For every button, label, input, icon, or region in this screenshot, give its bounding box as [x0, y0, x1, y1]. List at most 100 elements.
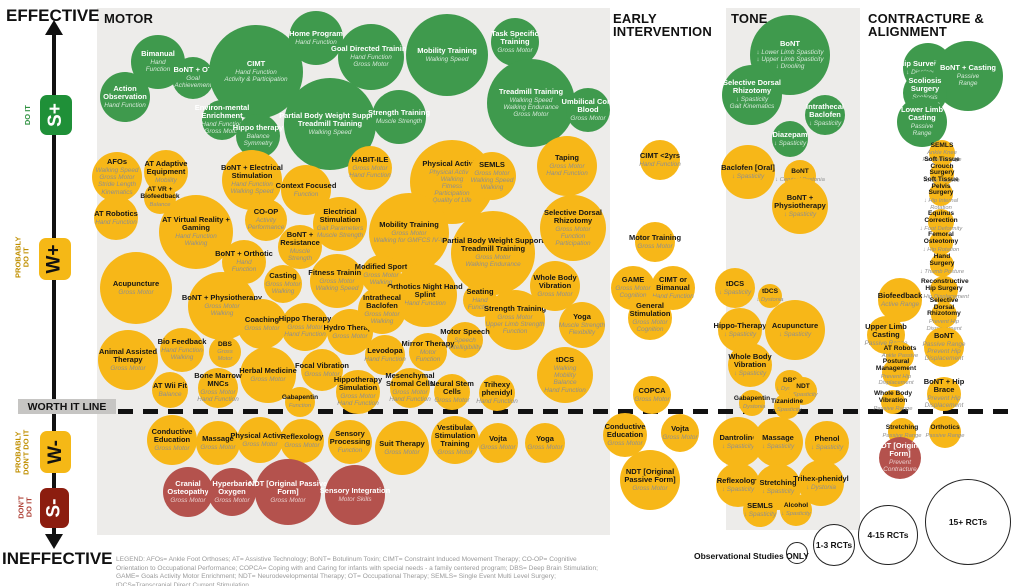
zone-label-text: DON'T DO IT [16, 495, 34, 519]
bubble-label: Physical Activity [422, 158, 482, 168]
bubble: Intrathecal Baclofen ↓ Spasticity [805, 95, 845, 135]
bubble-label: Scoliosis Surgery [908, 76, 942, 94]
bubble-label: Herbal Medicine [239, 365, 297, 375]
bubble-label: Intrathecal Baclofen [363, 293, 401, 311]
bubble-outcomes: Gross Motor [170, 496, 206, 504]
bubble-outcomes: ↓ Spasticity [772, 406, 802, 413]
bubble-label: Context Focused [275, 180, 337, 190]
bubble-label: Reflexology [280, 431, 324, 441]
bubble: Motor Training Gross Motor [629, 222, 681, 262]
bubble-label: Phenol [814, 433, 840, 443]
bubble-label: Hippo Therapy [278, 314, 332, 324]
bubble-outcomes: ↓ Spasticity [721, 442, 755, 450]
bubble: Upper Limb Casting Passive Range [865, 316, 907, 354]
bubble: BoNT + Physiotherapy ↓ Spasticity [772, 178, 828, 234]
bubble-label: Bio Feedback [157, 337, 207, 347]
bubble-label: Strength Training [367, 107, 431, 117]
bubble-label: Taping [554, 153, 580, 163]
bubble: Sensory Processing Function [328, 420, 372, 464]
bubble-label: Selective Dorsal Rhizotomy [927, 296, 961, 318]
bubble-label: Alcohol [783, 501, 809, 509]
bubble-label: BoNT + Orthotic [215, 249, 273, 259]
bubble-outcomes: Muscle Strength Flexibility [558, 322, 606, 337]
bubble: Strength Training Muscle Strength [368, 90, 430, 144]
bubble: Treadmill Training Walking Speed Walking … [487, 59, 575, 147]
bubble: Home Program Hand Function [289, 11, 343, 65]
bubble: AT VR + Biofeedback Balance [140, 182, 180, 214]
arrow-down-icon [45, 534, 63, 549]
bubble-label: Baclofen [Oral] [721, 162, 775, 172]
bubble-outcomes: Gross Motor Upper Limb Strength Function [485, 313, 545, 336]
bubble-label: Selective Dorsal Rhizotomy [544, 207, 602, 225]
bubble-outcomes: ↓ Lower Limb Spasticity ↓ Upper Limb Spa… [756, 48, 824, 71]
bubble: Selective Dorsal Rhizotomy Gross Motor Fu… [540, 195, 606, 261]
bubble-outcomes: Gross Motor Hand Function [546, 163, 588, 178]
bubble-outcomes: Walking Mobility Balance Hand Function [544, 365, 586, 394]
bubble-label: Conductive Education [604, 422, 646, 439]
bubble-label: AT Adaptive Equipment [144, 159, 188, 176]
bubble-label: DBS [218, 340, 232, 348]
bubble-label: Equinus Correction [924, 210, 958, 225]
bubble: Focal Vibration Gross Motor [295, 349, 349, 391]
bubble: Suit Therapy Gross Motor [375, 421, 429, 475]
bubble: Femoral Osteotomy ↓ Hip Rotation [923, 231, 959, 255]
effectiveness-axis-line [52, 32, 56, 538]
bubble: NDT [Original Passive Form] Gross Motor [249, 459, 327, 525]
bubble-label: Vojta [671, 423, 689, 433]
bubble: Hyperbaric Oxygen Gross Motor [208, 468, 256, 516]
bubble-label: Whole Body Vibration [728, 352, 772, 369]
bubble-outcomes: Passive Range [956, 73, 980, 88]
bubble-outcomes: Passive Range [882, 432, 922, 439]
abbreviation-legend: LEGEND: AFOs= Ankle Foot Orthoses; AT= A… [116, 556, 598, 586]
bubble-label: Mirror Therapy [401, 339, 455, 349]
bubble-outcomes: Hand Function [467, 297, 493, 312]
bubble-label: Lower Limb Casting [900, 105, 944, 123]
bubble-label: Orthotics Night Hand Splint [387, 282, 463, 299]
bubble-outcomes: Gross Motor [384, 448, 420, 456]
bubble-label: BoNT + Physiotherapy [181, 293, 263, 303]
bubble-label: Hippo-Therapy [713, 320, 767, 330]
bubble-label: Coaching [244, 314, 280, 324]
bubble: Environ-mental Enrichment Hand Function G… [195, 100, 249, 140]
bubble-label: Partial Body Weight Support Treadmill Tr… [279, 111, 381, 128]
bubble-label: SEMLS [747, 500, 773, 510]
bubble-outcomes: Balance [158, 390, 182, 398]
bubble: NDT [Original Form] Prevent Contracture [876, 437, 924, 479]
bubble-outcomes: Gross Motor [244, 324, 280, 332]
bubble-outcomes: ↓ Spasticity [731, 172, 765, 180]
bubble-outcomes: Hand Function [231, 259, 257, 274]
bubble-outcomes: Gross Motor Hand Function [337, 393, 379, 408]
bubble: Mobility Training Walking Speed [406, 14, 488, 96]
bubble: BoNT + Hip Brace Prevent Hip Displacement [924, 377, 964, 411]
zone-badge-w-plus: W+ [39, 238, 71, 280]
bubble-outcomes: Balance Symmetry [243, 133, 273, 148]
bubble-outcomes: Hand Function Walking [161, 347, 203, 362]
bubble-label: Mobility Training [379, 220, 439, 230]
bubble-outcomes: Walking Speed Walking Endurance Gross Mo… [503, 96, 559, 119]
zone-badge-w-minus: W- [40, 431, 71, 473]
bubble-outcomes: Gross Motor [637, 242, 673, 250]
bubble-outcomes: ↓ Hip Rotation [922, 247, 960, 254]
bubble: Hand Surgery ↓ Thumb Posture [920, 253, 964, 277]
bubble-label: Trihexy phenidyl [481, 380, 513, 397]
bubble-label: HABIT-ILE [351, 155, 389, 165]
bubble: Gabapentin ↓ Dystonia [734, 390, 770, 416]
bubble-label: SEMLS [930, 141, 954, 149]
bubble: BoNT ↓ Lower Limb Spasticity ↓ Upper Limb… [750, 15, 830, 95]
bubble-outcomes: Gross Motor Walking [364, 311, 400, 326]
bubble: Reflexology Gross Motor [280, 419, 324, 463]
bubble: Soft Tissue Pelvis Surgery ↓ Hip Internal… [923, 176, 958, 211]
bubble: DBS Gross Motor [209, 336, 241, 368]
size-legend-circle: 4-15 RCTs [858, 505, 918, 565]
bubble-outcomes: Passive Range [925, 432, 965, 439]
bubble-label: NDT [Original Form] [875, 441, 925, 459]
bubble-label: Dantroline [719, 432, 757, 442]
bubble-outcomes: ↓ Dystonia [806, 483, 836, 491]
column-header-contracture-alignment: CONTRACTURE & ALIGNMENT [868, 11, 984, 40]
bubble-outcomes: Muscle Strength [375, 117, 423, 125]
bubble: Equinus Correction ↓ Foot Deformity [920, 209, 962, 235]
bubble: Goal Directed Training Hand Function Gros… [331, 24, 411, 90]
bubble-label: CIMT or Bimanual [656, 275, 690, 292]
bubble-label: Seating [466, 287, 494, 297]
bubble-outcomes: Gross Motor [250, 375, 286, 383]
